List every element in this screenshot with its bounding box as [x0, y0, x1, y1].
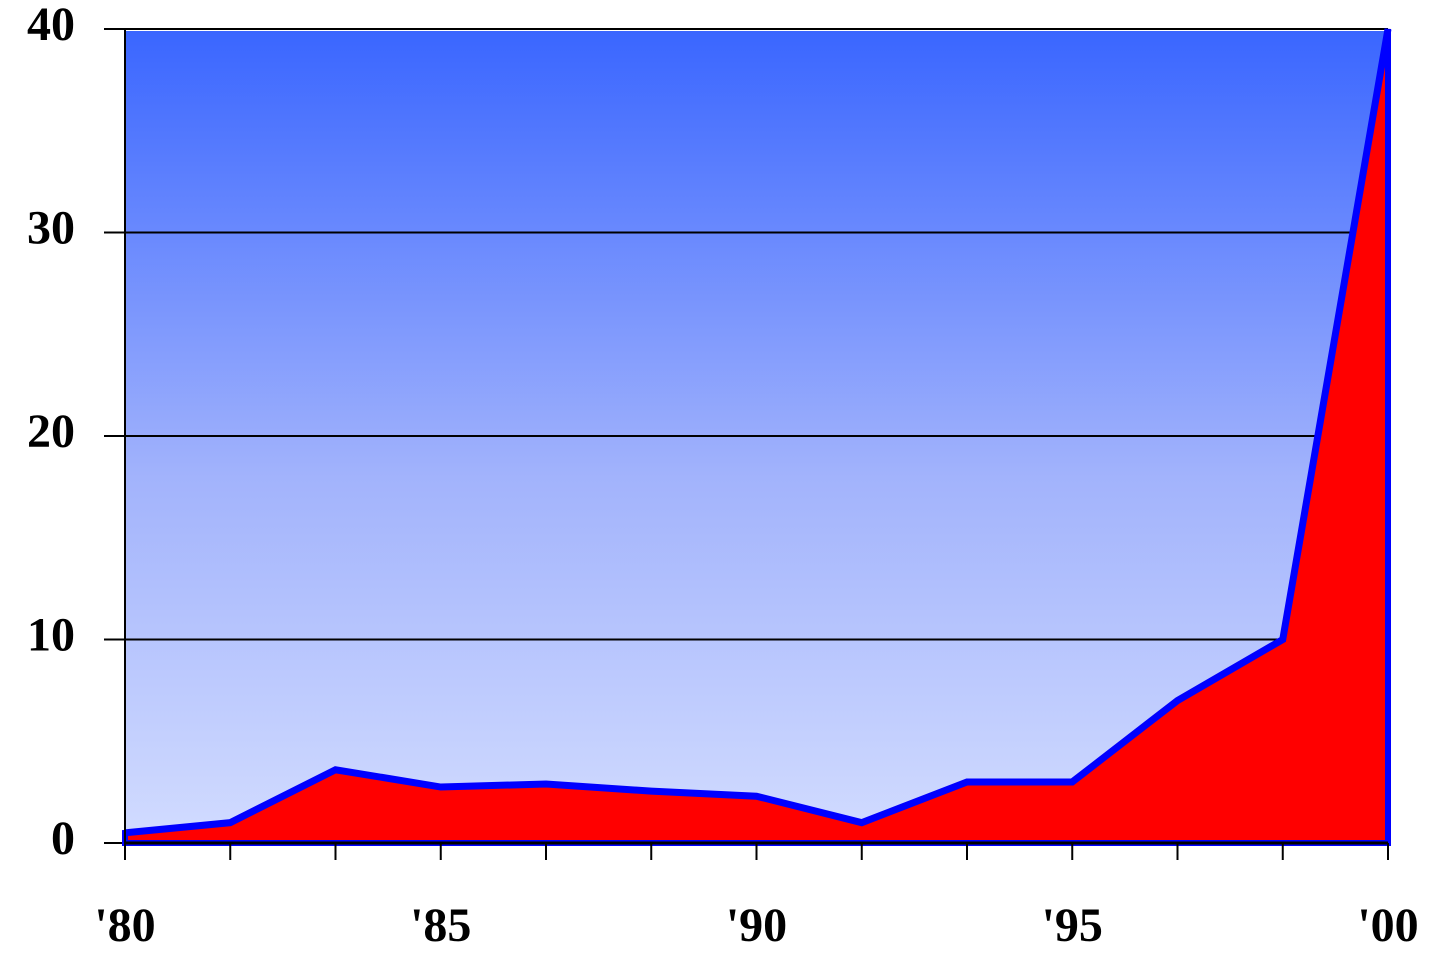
x-tick-label: '00 — [1357, 899, 1418, 952]
x-tick-label: '85 — [410, 899, 471, 952]
y-tick-label: 10 — [27, 609, 75, 662]
area-line — [124, 28, 1392, 837]
y-tick-label: 30 — [27, 202, 75, 255]
y-tick-label: 40 — [27, 0, 75, 51]
y-tick-label: 0 — [51, 812, 75, 865]
x-tick-label: '95 — [1042, 899, 1103, 952]
y-tick-label: 20 — [27, 405, 75, 458]
x-tick-label: '80 — [94, 899, 155, 952]
x-tick-label: '90 — [726, 899, 787, 952]
